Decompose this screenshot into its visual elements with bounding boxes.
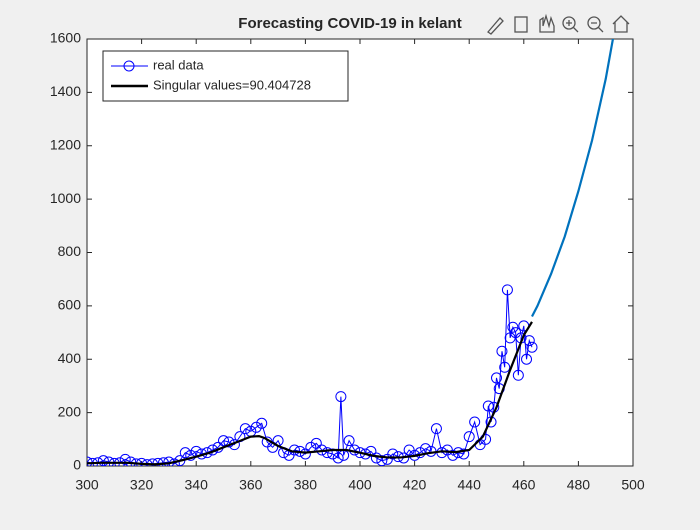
legend-label: Singular values=90.404728 (153, 77, 311, 92)
data-point (87, 456, 93, 466)
data-point (447, 449, 459, 461)
x-tick-label: 300 (75, 477, 99, 493)
y-tick-label: 1600 (50, 30, 81, 46)
home-icon[interactable] (612, 15, 630, 33)
data-point (469, 416, 481, 428)
y-tick-label: 0 (73, 457, 81, 473)
series-line (531, 39, 615, 318)
data-point (414, 447, 426, 459)
data-point (523, 335, 535, 347)
data-point (218, 435, 229, 447)
toolbar[interactable] (478, 10, 638, 38)
data-point (430, 423, 442, 435)
x-tick-label: 440 (458, 477, 482, 493)
data-point (507, 321, 519, 333)
x-tick-label: 400 (348, 477, 372, 493)
data-point (458, 448, 470, 460)
legend-box (102, 50, 349, 102)
zoom-out-glyph (591, 22, 604, 33)
series-line (87, 321, 533, 466)
data-point (185, 449, 197, 461)
brush-icon[interactable] (487, 17, 504, 35)
zoom-out-icon[interactable] (587, 16, 601, 30)
data-point (97, 455, 109, 466)
x-tick-label: 340 (185, 477, 209, 493)
data-point (179, 447, 191, 459)
x-tick-label: 460 (512, 477, 536, 493)
legend-marker (123, 60, 135, 72)
data-point (496, 345, 508, 357)
data-point (310, 437, 322, 449)
legend-label: real data (153, 57, 204, 72)
x-tick-label: 500 (621, 477, 645, 493)
data-point (335, 391, 347, 403)
data-point (526, 341, 538, 353)
y-tick-label: 1200 (50, 136, 81, 152)
plot-series (87, 39, 615, 466)
data-point (321, 447, 333, 459)
y-tick-label: 600 (58, 297, 82, 313)
data-point (491, 372, 502, 384)
zoom-in-glyph (566, 20, 579, 33)
data-point (376, 455, 388, 466)
data-point (521, 353, 533, 365)
toolbar-background (478, 10, 638, 38)
x-tick-label: 420 (403, 477, 427, 493)
data-point (343, 435, 355, 447)
plot-area (86, 38, 634, 467)
zoom-in-icon[interactable] (562, 16, 576, 30)
data-point (119, 453, 131, 465)
data-point (332, 452, 344, 464)
data-point (250, 421, 262, 433)
data-point (499, 361, 511, 373)
data-point (501, 284, 513, 296)
data-point (387, 448, 399, 460)
data-point (256, 417, 268, 429)
chart-title: Forecasting COVID-19 in kelant (238, 15, 461, 32)
y-tick-label: 800 (58, 243, 82, 259)
x-tick-label: 380 (294, 477, 318, 493)
y-tick-label: 1400 (50, 83, 81, 99)
x-tick-label: 360 (239, 477, 263, 493)
data-point (223, 436, 235, 448)
data-point (463, 431, 475, 443)
data-point (512, 369, 524, 381)
y-tick-label: 400 (58, 350, 82, 366)
y-tick-label: 200 (58, 403, 82, 419)
data-point (299, 448, 311, 460)
y-tick-label: 1000 (50, 190, 81, 206)
data-point (239, 423, 251, 435)
x-tick-label: 320 (130, 477, 154, 493)
legend: real data Singular values=90.404728 (102, 50, 349, 102)
data-point (370, 452, 382, 464)
data-point (482, 400, 494, 412)
x-tick-label: 480 (567, 477, 591, 493)
legend-icon[interactable] (514, 16, 528, 33)
pan-icon[interactable] (539, 13, 555, 33)
